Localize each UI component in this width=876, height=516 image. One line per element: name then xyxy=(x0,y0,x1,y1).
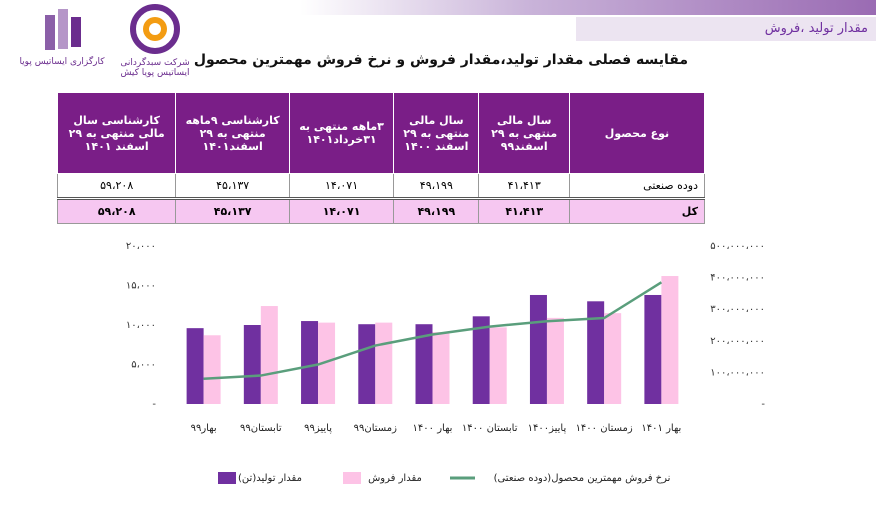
x-tick-label: تابستان۹۹ xyxy=(240,423,282,434)
legend-swatch xyxy=(218,472,236,484)
bar xyxy=(186,328,204,404)
y2-tick-label: - xyxy=(761,399,765,410)
bar xyxy=(301,321,319,404)
column-header: نوع محصول xyxy=(569,92,705,174)
y2-tick-label: ۴۰۰،۰۰۰،۰۰۰ xyxy=(710,273,765,284)
fund-logo xyxy=(130,4,180,54)
title: مقایسه فصلی مقدار تولید،مقدار فروش و نرخ… xyxy=(193,52,688,68)
line xyxy=(203,281,663,380)
y-tick-label: - xyxy=(152,399,156,410)
column-header: ۳ماهه منتهی به ۳۱خرداد۱۴۰۱ xyxy=(288,92,395,174)
bar xyxy=(432,332,450,404)
x-tick-label: پاییز۹۹ xyxy=(304,423,332,434)
bar xyxy=(644,294,662,404)
legend-label: مقدار فروش xyxy=(368,473,422,484)
bar xyxy=(243,325,261,404)
table-row: دوده صنعتی ۴۱،۴۱۳ ۴۹،۱۹۹ ۱۴،۰۷۱ ۴۵،۱۳۷ ۵۹،۲۰۸ xyxy=(56,173,705,199)
y-tick-label: ۲۰،۰۰۰ xyxy=(126,241,156,252)
section-label: مقدار تولید ،فروش xyxy=(576,17,876,41)
table-cell: ۴۹،۱۹۹ xyxy=(393,173,480,199)
table-cell: ۴۵،۱۳۷ xyxy=(175,173,290,199)
table-cell: ۴۵،۱۳۷ xyxy=(175,197,290,224)
y2-tick-label: ۳۰۰،۰۰۰،۰۰۰ xyxy=(710,304,765,315)
x-tick-label: بهار ۱۴۰۱ xyxy=(641,423,681,434)
bar xyxy=(415,324,433,404)
bar xyxy=(489,327,507,404)
legend-label: نرخ فروش مهمترین محصول(دوده صنعتی) xyxy=(494,473,671,484)
broker-name: کارگزاری ایساتیس پویا xyxy=(19,57,105,67)
y2-tick-label: ۱۰۰،۰۰۰،۰۰۰ xyxy=(710,367,765,378)
bar xyxy=(661,276,679,404)
table-row: کل ۴۱،۴۱۳ ۴۹،۱۹۹ ۱۴،۰۷۱ ۴۵،۱۳۷ ۵۹،۲۰۸ xyxy=(56,197,705,224)
bar xyxy=(375,322,393,404)
bar xyxy=(546,317,564,404)
table-cell: ۴۹،۱۹۹ xyxy=(393,197,480,224)
bar xyxy=(260,306,278,404)
table-cell: ۱۴،۰۷۱ xyxy=(288,197,395,224)
column-header: کارشناسی سال مالی منتهی به ۲۹ اسفند ۱۴۰۱ xyxy=(56,92,177,174)
y2-tick-label: ۲۰۰،۰۰۰،۰۰۰ xyxy=(710,336,765,347)
y2-tick-label: ۵۰۰،۰۰۰،۰۰۰ xyxy=(710,241,765,252)
bar xyxy=(318,322,336,404)
table-cell: ۵۹،۲۰۸ xyxy=(56,173,177,199)
column-header: کارشناسی ۹ماهه منتهی به ۲۹ اسفند۱۴۰۱ xyxy=(175,92,290,174)
table-cell: ۱۴،۰۷۱ xyxy=(288,173,395,199)
header-bar xyxy=(300,0,876,15)
x-tick-label: پاییز۱۴۰۰ xyxy=(528,423,567,434)
legend-swatch xyxy=(343,472,361,484)
bar xyxy=(358,324,376,404)
y-tick-label: ۱۰،۰۰۰ xyxy=(126,320,156,331)
table-cell: کل xyxy=(569,197,705,224)
x-tick-label: بهار ۱۴۰۰ xyxy=(413,423,453,434)
bar xyxy=(529,294,547,404)
table-cell: دوده صنعتی xyxy=(569,173,705,199)
y-tick-label: ۵،۰۰۰ xyxy=(131,360,156,371)
x-tick-label: زمستان۹۹ xyxy=(354,423,397,434)
x-tick-label: زمستان ۱۴۰۰ xyxy=(576,423,633,434)
legend-label: مقدار تولید(تن) xyxy=(238,473,302,484)
bar xyxy=(587,301,605,404)
x-tick-label: بهار۹۹ xyxy=(191,423,217,434)
bar xyxy=(472,316,490,404)
broker-logo xyxy=(45,9,81,50)
column-header: سال مالی منتهی به ۲۹ اسفند۹۹ xyxy=(478,92,570,174)
x-tick-label: تابستان ۱۴۰۰ xyxy=(462,423,518,434)
table: نوع محصول سال مالی منتهی به ۲۹ اسفند۹۹ سال… xyxy=(56,92,705,224)
column-header: سال مالی منتهی به ۲۹ اسفند ۱۴۰۰ xyxy=(393,92,480,174)
table-cell: ۴۱،۴۱۳ xyxy=(478,197,570,224)
fund-name: شرکت سبدگردانی ایساتیس پویا کیش xyxy=(120,58,190,78)
table-cell: ۵۹،۲۰۸ xyxy=(56,197,177,224)
bar xyxy=(203,335,221,404)
bar xyxy=(604,313,622,404)
y-tick-label: ۱۵،۰۰۰ xyxy=(126,281,156,292)
